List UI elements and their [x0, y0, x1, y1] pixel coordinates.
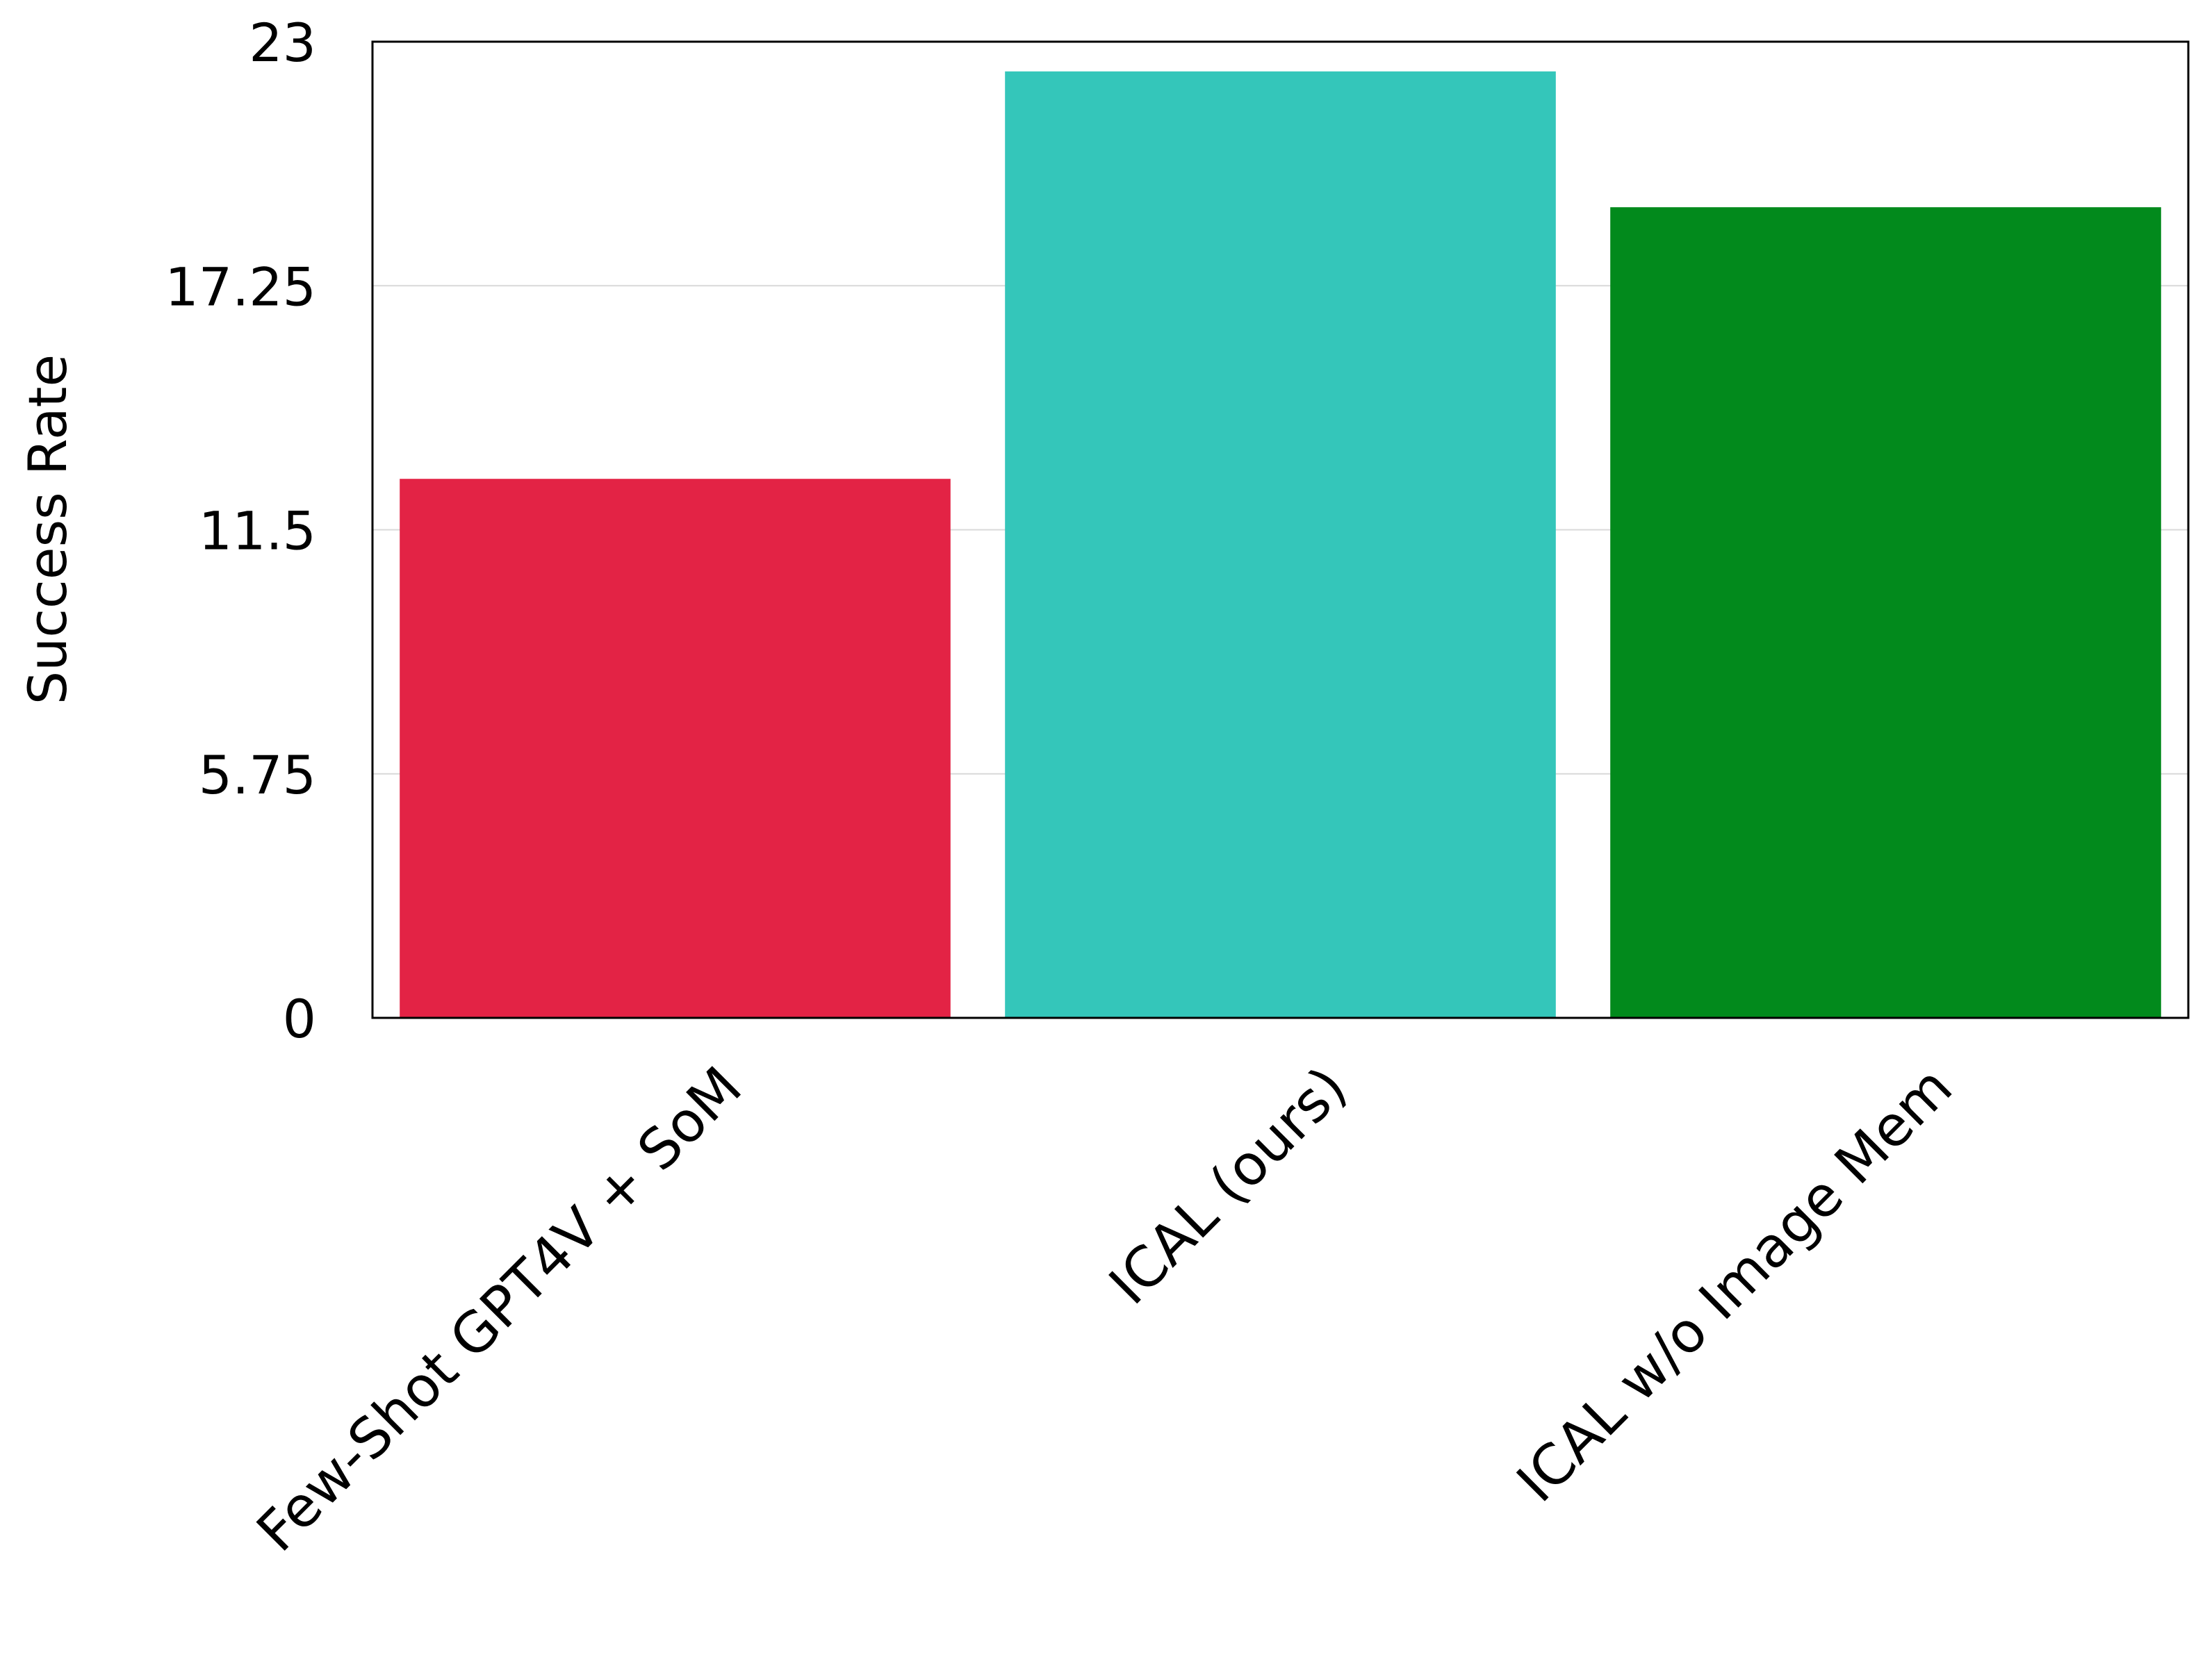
y-tick-label: 23	[249, 12, 316, 74]
plot-frame	[371, 40, 2190, 1019]
x-category-label: Few-Shot GPT4V + SoM	[245, 1055, 754, 1564]
bar	[1005, 71, 1556, 1019]
x-axis-labels: Few-Shot GPT4V + SoM ICAL (ours) ICAL w/o …	[245, 1055, 1965, 1564]
y-axis-ticks: 0 5.75 11.5 17.25 23	[165, 12, 316, 1050]
y-tick-label: 11.5	[199, 500, 316, 562]
bar	[400, 479, 951, 1018]
y-tick-label: 0	[283, 988, 316, 1050]
x-category-label: ICAL (ours)	[1097, 1055, 1359, 1317]
bars	[400, 71, 2161, 1019]
x-category-label: ICAL w/o Image Mem	[1505, 1055, 1965, 1515]
bar	[1610, 207, 2161, 1018]
y-tick-label: 17.25	[165, 256, 316, 318]
y-tick-label: 5.75	[199, 744, 316, 806]
y-axis-title: Success Rate	[17, 354, 79, 705]
